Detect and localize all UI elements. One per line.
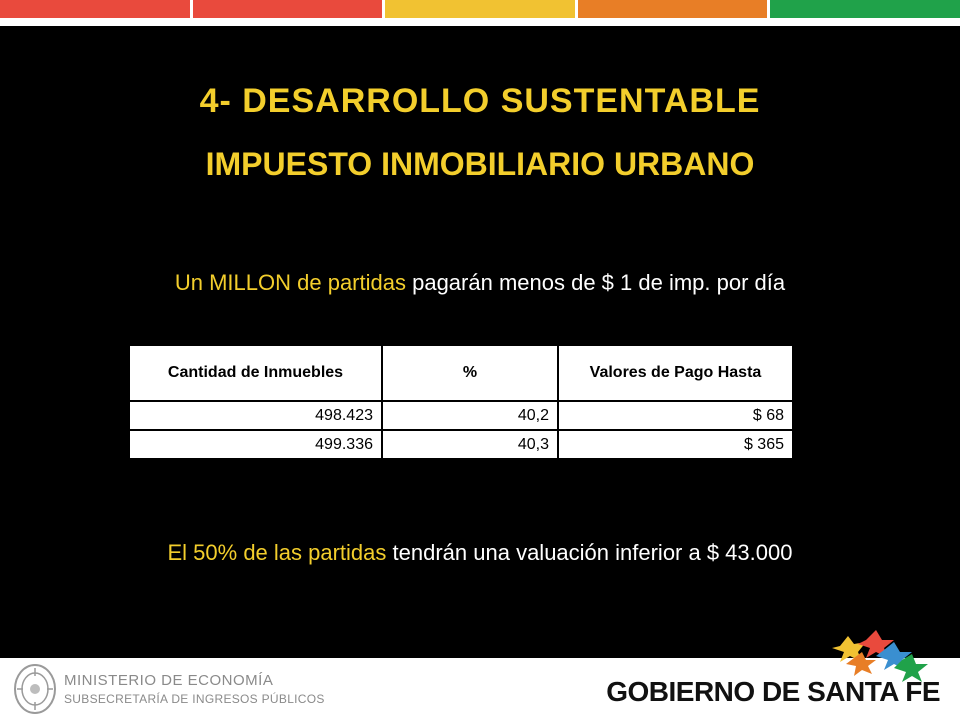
header-cantidad: Cantidad de Inmuebles xyxy=(128,344,383,402)
statement-1-text: pagarán menos de $ 1 de imp. por día xyxy=(405,270,786,295)
ministry-name: MINISTERIO DE ECONOMÍA xyxy=(64,672,274,689)
color-bar-segment-orange xyxy=(577,0,768,18)
footer: MINISTERIO DE ECONOMÍA SUBSECRETARÍA DE … xyxy=(0,630,960,720)
cell-percent: 40,2 xyxy=(381,400,559,431)
ministry-text: MINISTERIO DE ECONOMÍA SUBSECRETARÍA DE … xyxy=(64,672,325,708)
slide-body: 4- DESARROLLO SUSTENTABLE IMPUESTO INMOB… xyxy=(0,26,960,658)
header-valores: Valores de Pago Hasta xyxy=(557,344,794,402)
color-bar-segment-red-2 xyxy=(192,0,383,18)
header-percent: % xyxy=(381,344,559,402)
table-row: 499.336 40,3 $ 365 xyxy=(128,429,794,460)
color-bar-segment-red xyxy=(0,0,190,18)
table-header-row: Cantidad de Inmuebles % Valores de Pago … xyxy=(128,344,794,402)
statement-1-highlight: Un MILLON de partidas xyxy=(174,270,406,295)
color-bar-segment-green xyxy=(770,0,960,18)
statement-million-partidas: Un MILLON de partidas pagarán menos de $… xyxy=(0,270,960,296)
color-bar-segment-yellow xyxy=(385,0,575,18)
statement-2-text: tendrán una valuación inferior a $ 43.00… xyxy=(386,540,793,565)
cell-valor: $ 68 xyxy=(557,400,794,431)
ministry-seal-icon xyxy=(14,664,56,714)
statement-2-highlight: El 50% de las partidas xyxy=(167,540,387,565)
ministry-subsecretary: SUBSECRETARÍA DE INGRESOS PÚBLICOS xyxy=(64,692,325,706)
santa-fe-stars-icon xyxy=(832,630,928,682)
top-color-bar xyxy=(0,0,960,18)
government-name: GOBIERNO DE SANTA FE xyxy=(606,676,940,707)
slide-title: 4- DESARROLLO SUSTENTABLE xyxy=(199,82,761,120)
partidas-table: Cantidad de Inmuebles % Valores de Pago … xyxy=(128,344,794,460)
table-row: 498.423 40,2 $ 68 xyxy=(128,400,794,431)
cell-valor: $ 365 xyxy=(557,429,794,460)
cell-cantidad: 498.423 xyxy=(128,400,383,431)
statement-valuacion: El 50% de las partidas tendrán una valua… xyxy=(0,540,960,566)
slide-subtitle: IMPUESTO INMOBILIARIO URBANO xyxy=(205,146,755,182)
cell-percent: 40,3 xyxy=(381,429,559,460)
cell-cantidad: 499.336 xyxy=(128,429,383,460)
